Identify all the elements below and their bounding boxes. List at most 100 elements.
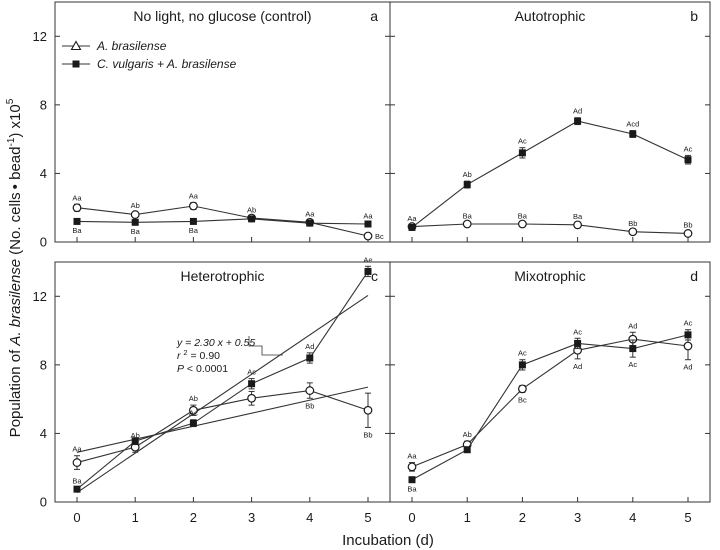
series-coculture: Ab Ac Ad Acd Ac bbox=[408, 107, 693, 231]
significance-label: Ba bbox=[131, 227, 141, 236]
significance-label: Acd bbox=[626, 120, 639, 129]
data-point-filled bbox=[189, 419, 197, 427]
x-tick-label: 3 bbox=[248, 510, 255, 525]
legend-label-a-brasilense: A. brasilense bbox=[96, 39, 167, 53]
series-line bbox=[76, 390, 369, 464]
data-point-filled bbox=[364, 267, 372, 275]
data-point-filled bbox=[574, 117, 582, 125]
legend: A. brasilense C. vulgaris + A. brasilens… bbox=[62, 39, 237, 71]
significance-label: Aa bbox=[305, 210, 315, 219]
significance-label: Aa bbox=[407, 214, 417, 223]
data-point-filled bbox=[463, 181, 471, 189]
data-point-filled bbox=[306, 219, 314, 227]
data-point-filled bbox=[131, 218, 139, 226]
data-point-open bbox=[628, 227, 638, 237]
regression-line-0 bbox=[76, 386, 369, 453]
significance-label: Ab bbox=[247, 205, 256, 214]
significance-label: Ba bbox=[72, 226, 82, 235]
data-point-open bbox=[363, 231, 373, 241]
data-point-filled bbox=[364, 220, 372, 228]
series-coculture: Ba Ac Ac Ad Ae bbox=[72, 255, 373, 493]
data-point-filled bbox=[463, 446, 471, 454]
series-a-brasilense: Aa Ab Bc Ad Ad Ad bbox=[407, 321, 693, 472]
significance-label: Bb bbox=[683, 221, 692, 230]
panel-d-frame bbox=[389, 261, 711, 503]
significance-label: Ba bbox=[573, 212, 583, 221]
significance-label: Ad bbox=[683, 363, 692, 372]
data-point-open bbox=[407, 462, 417, 472]
significance-label: Bc bbox=[518, 395, 527, 404]
x-tick-label: 2 bbox=[190, 510, 197, 525]
panel-a: 0 4 8 12 No light, no glucose (control) a Aa Ab… bbox=[33, 1, 391, 250]
data-point-filled bbox=[189, 217, 197, 225]
data-point-filled bbox=[629, 345, 637, 353]
series-line bbox=[411, 223, 689, 234]
series-coculture: Ba Ac Ac Ac Ac bbox=[407, 319, 692, 494]
significance-label: Bb bbox=[305, 401, 314, 410]
significance-label: Ac bbox=[573, 327, 582, 336]
series-line bbox=[76, 218, 369, 225]
significance-label: Aa bbox=[72, 445, 82, 454]
series-line bbox=[76, 271, 369, 490]
data-point-filled bbox=[408, 476, 416, 484]
significance-label: Ac bbox=[684, 144, 693, 153]
significance-label: Ad bbox=[305, 342, 314, 351]
y-tick-label: 12 bbox=[33, 289, 47, 304]
data-point-filled bbox=[684, 156, 692, 164]
significance-label: Ac bbox=[518, 349, 527, 358]
panel-b-frame bbox=[389, 1, 711, 243]
significance-label: Bb bbox=[628, 219, 637, 228]
significance-label: Ae bbox=[363, 255, 372, 264]
data-point-filled bbox=[248, 215, 256, 223]
data-point-open bbox=[72, 458, 82, 467]
x-tick-label: 3 bbox=[574, 510, 581, 525]
data-point-filled bbox=[73, 217, 81, 225]
y-tick-label: 4 bbox=[40, 426, 47, 441]
significance-label: Ac bbox=[247, 368, 256, 377]
legend-marker-open-triangle bbox=[70, 40, 82, 51]
regression-annotation: y = 2.30 x + 0.55 r 2 = 0.90 P < 0.0001 bbox=[176, 336, 283, 375]
data-point-filled bbox=[73, 485, 81, 493]
series-line bbox=[411, 338, 689, 468]
x-tick-label: 1 bbox=[132, 510, 139, 525]
series-line bbox=[76, 205, 369, 237]
data-point-open bbox=[462, 219, 472, 229]
data-point-filled bbox=[574, 339, 582, 347]
panel-c-letter: c bbox=[371, 268, 378, 284]
significance-label: Ad bbox=[628, 321, 637, 330]
panel-d-title: Mixotrophic bbox=[514, 268, 586, 284]
x-tick-label: 0 bbox=[408, 510, 415, 525]
panel-d-letter: d bbox=[690, 268, 698, 284]
data-point-open bbox=[683, 229, 693, 238]
significance-label: Ba bbox=[72, 476, 82, 485]
data-point-open bbox=[363, 405, 373, 415]
significance-label: Aa bbox=[363, 211, 373, 220]
data-point-filled bbox=[131, 437, 139, 445]
data-point-filled bbox=[408, 223, 416, 231]
significance-label: Ba bbox=[518, 211, 528, 220]
significance-label: Ba bbox=[189, 226, 199, 235]
significance-label: Ab bbox=[131, 201, 140, 210]
data-point-filled bbox=[518, 361, 526, 369]
significance-label: Aa bbox=[407, 452, 417, 461]
series-a-brasilense: Aa Ab Ab Bb Bb bbox=[72, 382, 373, 470]
legend-marker-filled-square bbox=[72, 60, 80, 68]
series-a-brasilense: Aa Ab Aa Ab Aa Bc bbox=[72, 192, 384, 241]
significance-label: Ac bbox=[189, 409, 198, 418]
significance-label: Bb bbox=[363, 430, 372, 439]
data-point-open bbox=[188, 201, 198, 211]
panel-a-letter: a bbox=[370, 8, 378, 24]
x-axis-label: Incubation (d) bbox=[342, 532, 434, 549]
y-axis-label: Population of A. brasilense(No. cells• b… bbox=[5, 98, 24, 437]
panel-b-title: Autotrophic bbox=[515, 8, 586, 24]
panel-b-letter: b bbox=[690, 8, 698, 24]
series-line bbox=[411, 120, 689, 228]
y-tick-label: 12 bbox=[33, 29, 47, 44]
data-point-open bbox=[247, 393, 257, 403]
data-point-open bbox=[130, 210, 140, 219]
x-tick-label: 4 bbox=[306, 510, 313, 525]
x-tick-label: 2 bbox=[519, 510, 526, 525]
significance-label: Aa bbox=[72, 193, 82, 202]
